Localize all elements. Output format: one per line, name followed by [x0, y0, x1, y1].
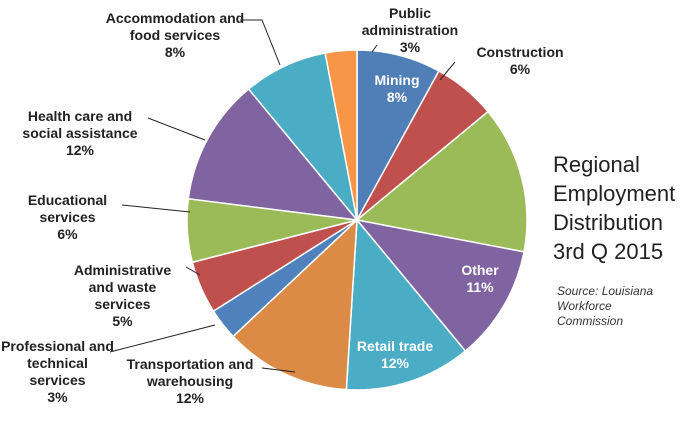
- slice-label: Transportation and warehousing 12%: [120, 356, 260, 407]
- label-text: 12%: [380, 355, 410, 371]
- leader-line: [185, 266, 201, 276]
- label-text: Accommodation and food services: [105, 10, 245, 43]
- leader-line: [371, 44, 378, 53]
- leader-line: [240, 19, 281, 66]
- source-note: Source: Louisiana Workforce Commission: [557, 284, 654, 328]
- label-text: Health care and social assistance: [22, 108, 138, 141]
- label-text: 8%: [386, 89, 408, 105]
- slice-label: Accommodation and food services 8%: [100, 10, 250, 61]
- chart-title: Regional Employment Distribution 3rd Q 2…: [553, 152, 676, 264]
- label-text: Retail trade: [356, 338, 434, 354]
- label-text: Other: [461, 262, 499, 278]
- label-text: Mining: [374, 72, 420, 88]
- slice-label: Public administration 3%: [355, 5, 465, 56]
- slice-label: Educational services 6%: [10, 192, 125, 243]
- slice-label: Mining 8%: [357, 72, 437, 106]
- label-text: Construction: [476, 44, 564, 60]
- leader-line: [121, 204, 191, 213]
- slice-label: Health care and social assistance 12%: [15, 108, 145, 159]
- label-text: 6%: [57, 226, 78, 242]
- leader-line: [147, 117, 206, 141]
- slice-label: Professional and technical services 3%: [0, 338, 115, 406]
- leader-line: [439, 61, 456, 81]
- slice-label: Construction 6%: [465, 44, 575, 78]
- label-text: 8%: [164, 44, 186, 60]
- label-text: Administrative and waste services: [73, 262, 172, 312]
- label-text: Professional and technical services: [1, 338, 114, 388]
- pie-slice: [355, 218, 525, 353]
- slice-label: Retail trade 12%: [345, 338, 445, 372]
- pie-slice: [187, 87, 359, 221]
- label-text: 12%: [175, 390, 205, 406]
- pie-slice: [232, 218, 358, 391]
- label-text: 3%: [399, 39, 421, 55]
- slice-label: Administrative and waste services 5%: [60, 262, 185, 330]
- slice-label: Other 11%: [440, 262, 520, 296]
- pie-slice: [355, 110, 528, 253]
- label-text: Educational services: [27, 192, 108, 225]
- label-text: 6%: [509, 61, 531, 77]
- label-text: Transportation and warehousing: [126, 356, 254, 389]
- leader-line: [109, 324, 216, 353]
- pie-slice: [345, 218, 467, 391]
- label-text: 12%: [65, 142, 95, 158]
- label-text: 5%: [112, 313, 133, 329]
- label-text: Public administration: [361, 5, 459, 38]
- pie-slice: [324, 49, 358, 221]
- leader-line: [261, 367, 296, 373]
- label-text: 11%: [466, 279, 494, 295]
- label-text: 3%: [47, 389, 68, 405]
